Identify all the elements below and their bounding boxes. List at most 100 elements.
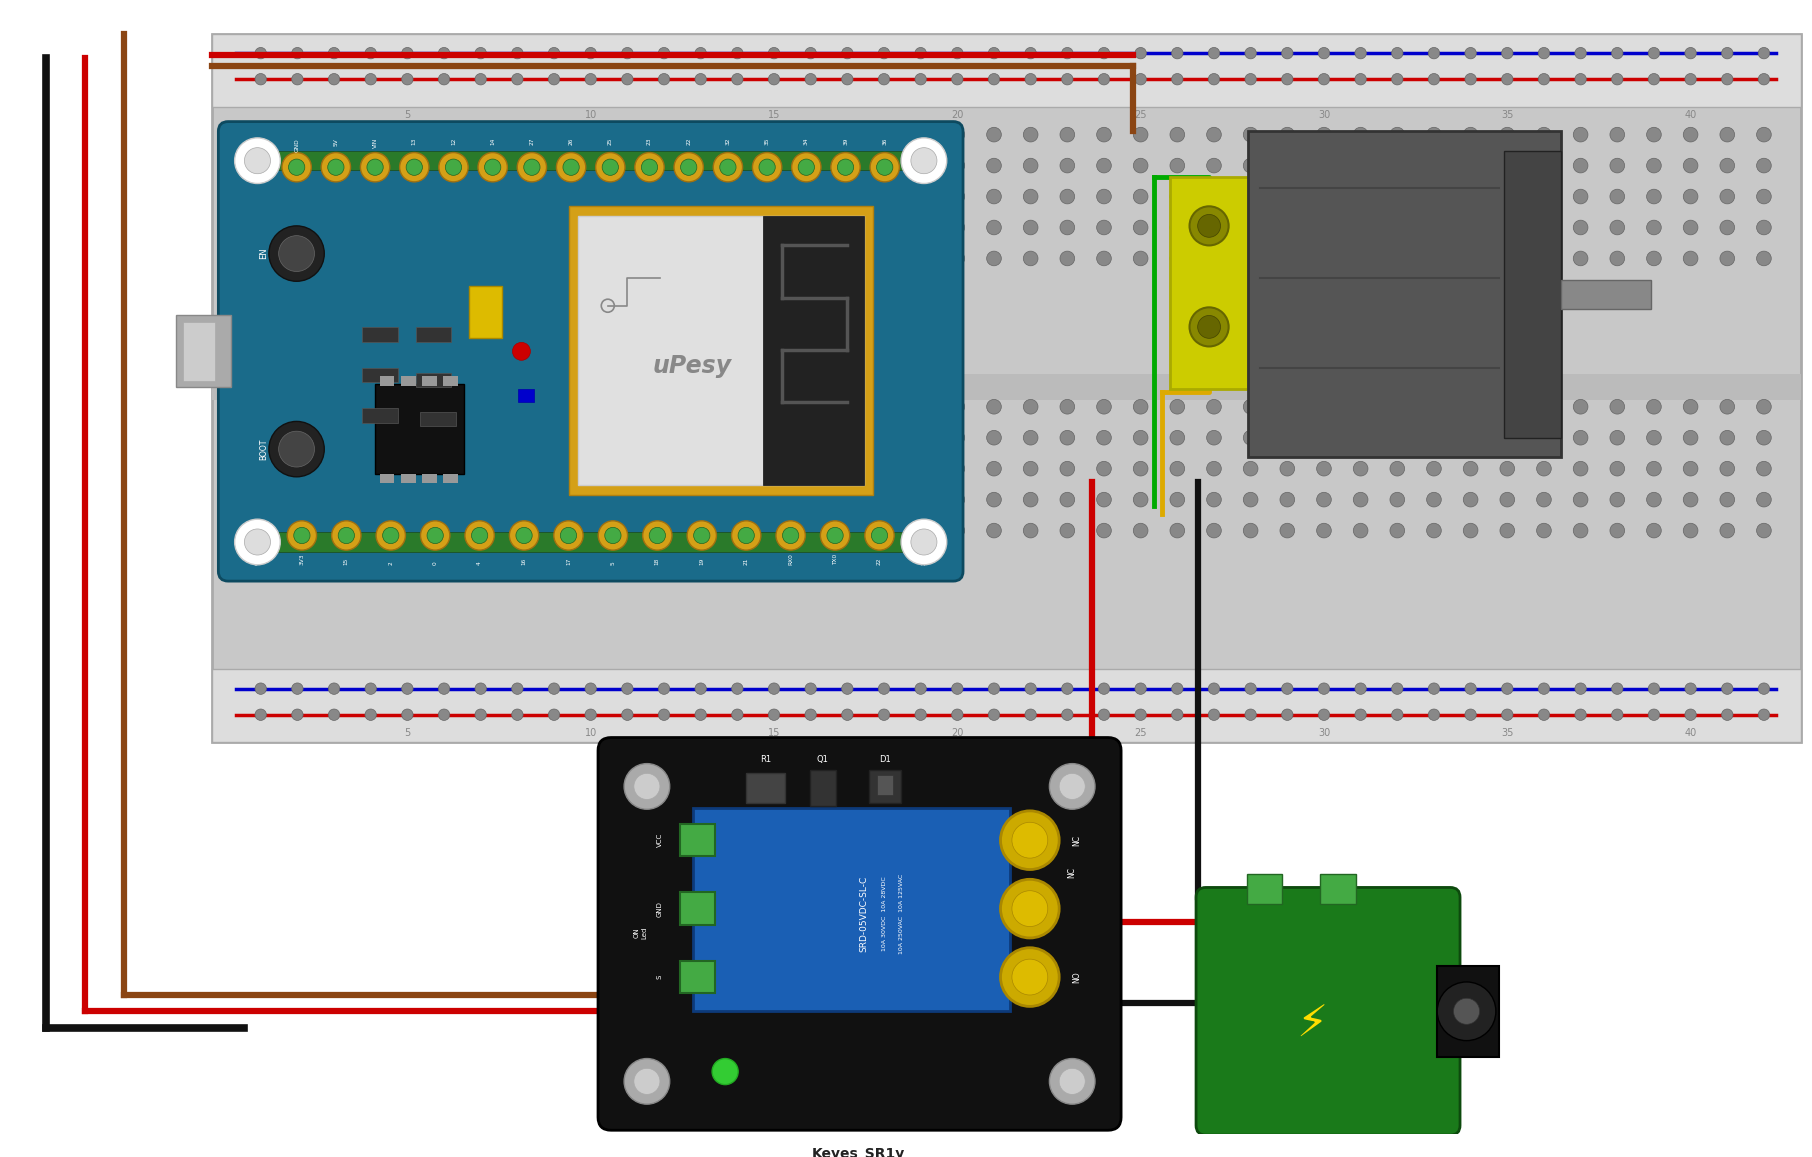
Circle shape	[596, 153, 625, 182]
Circle shape	[364, 462, 379, 476]
Circle shape	[658, 683, 670, 694]
Circle shape	[509, 462, 525, 476]
Circle shape	[656, 430, 672, 445]
Circle shape	[803, 251, 817, 266]
Circle shape	[1390, 190, 1404, 204]
Circle shape	[841, 251, 855, 266]
Circle shape	[366, 159, 382, 176]
Circle shape	[768, 709, 779, 721]
Circle shape	[1756, 492, 1772, 507]
Circle shape	[1024, 523, 1038, 538]
Bar	[212, 669, 1801, 743]
Circle shape	[1537, 523, 1551, 538]
Circle shape	[1279, 159, 1294, 172]
Circle shape	[1609, 251, 1625, 266]
Circle shape	[283, 153, 312, 182]
Circle shape	[1500, 127, 1515, 142]
Circle shape	[1132, 430, 1149, 445]
Bar	[381, 473, 395, 484]
Circle shape	[1134, 709, 1147, 721]
Circle shape	[1207, 399, 1221, 414]
Circle shape	[913, 220, 928, 235]
Circle shape	[1500, 430, 1515, 445]
Circle shape	[656, 159, 672, 172]
Circle shape	[1437, 982, 1497, 1040]
Circle shape	[620, 220, 634, 235]
Circle shape	[1426, 251, 1441, 266]
Circle shape	[1464, 251, 1479, 266]
Circle shape	[732, 683, 743, 694]
Circle shape	[437, 492, 451, 507]
Circle shape	[364, 492, 379, 507]
Circle shape	[1649, 47, 1660, 59]
Circle shape	[1317, 462, 1332, 476]
Text: 10A 250VAC  10A 125VAC: 10A 250VAC 10A 125VAC	[899, 874, 904, 953]
Circle shape	[556, 153, 585, 182]
Bar	[422, 376, 437, 385]
Circle shape	[730, 220, 745, 235]
FancyBboxPatch shape	[1196, 887, 1460, 1135]
Circle shape	[1317, 430, 1332, 445]
Circle shape	[1189, 308, 1229, 346]
Circle shape	[805, 47, 817, 59]
Circle shape	[988, 430, 1002, 445]
Circle shape	[841, 220, 855, 235]
Circle shape	[696, 74, 707, 84]
Circle shape	[622, 74, 632, 84]
Circle shape	[1060, 159, 1075, 172]
Circle shape	[1171, 399, 1185, 414]
Circle shape	[913, 462, 928, 476]
Circle shape	[1609, 220, 1625, 235]
Circle shape	[1060, 462, 1075, 476]
Circle shape	[837, 159, 853, 176]
Circle shape	[1575, 683, 1586, 694]
Circle shape	[1502, 74, 1513, 84]
Circle shape	[290, 159, 304, 172]
Text: 15: 15	[344, 558, 350, 565]
Circle shape	[1537, 251, 1551, 266]
Circle shape	[1464, 74, 1477, 84]
Circle shape	[1756, 190, 1772, 204]
Circle shape	[1354, 399, 1368, 414]
Circle shape	[547, 523, 562, 538]
Circle shape	[872, 528, 888, 544]
Circle shape	[730, 190, 745, 204]
Circle shape	[328, 159, 344, 176]
Circle shape	[254, 127, 268, 142]
Circle shape	[768, 47, 779, 59]
Circle shape	[803, 399, 817, 414]
Circle shape	[1207, 190, 1221, 204]
Text: 2: 2	[388, 561, 393, 565]
Circle shape	[1189, 206, 1229, 245]
Circle shape	[1281, 709, 1294, 721]
Circle shape	[326, 523, 341, 538]
Circle shape	[1132, 251, 1149, 266]
Circle shape	[509, 430, 525, 445]
Circle shape	[1609, 190, 1625, 204]
Circle shape	[364, 683, 377, 694]
Circle shape	[766, 399, 781, 414]
Circle shape	[437, 190, 451, 204]
Circle shape	[1575, 709, 1586, 721]
Circle shape	[694, 159, 708, 172]
Circle shape	[1317, 492, 1332, 507]
Circle shape	[326, 399, 341, 414]
Circle shape	[1647, 462, 1662, 476]
Circle shape	[364, 47, 377, 59]
Circle shape	[1390, 430, 1404, 445]
Circle shape	[1683, 251, 1698, 266]
Circle shape	[1171, 159, 1185, 172]
Bar	[241, 150, 940, 170]
Circle shape	[1464, 492, 1479, 507]
Text: 23: 23	[922, 558, 926, 565]
Circle shape	[254, 399, 268, 414]
Circle shape	[509, 399, 525, 414]
Circle shape	[473, 190, 487, 204]
Circle shape	[513, 342, 531, 360]
Circle shape	[439, 709, 449, 721]
Circle shape	[1011, 959, 1047, 995]
Circle shape	[1683, 523, 1698, 538]
Circle shape	[1720, 523, 1734, 538]
Circle shape	[694, 492, 708, 507]
Circle shape	[1537, 399, 1551, 414]
